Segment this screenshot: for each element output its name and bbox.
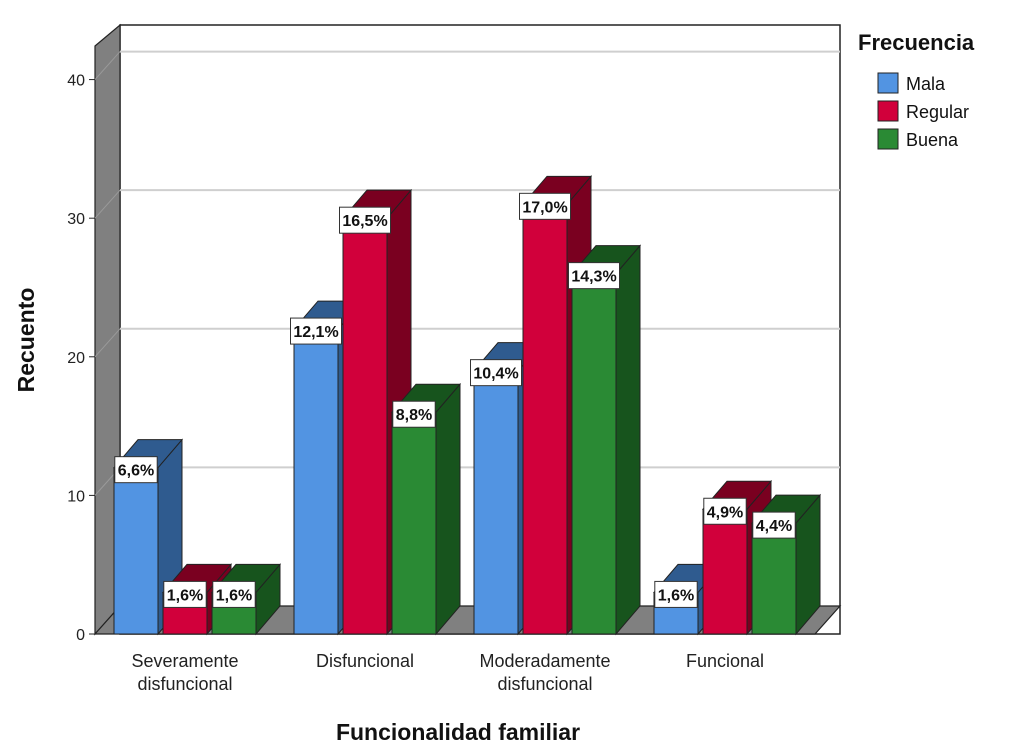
y-tick-label: 40 xyxy=(67,73,85,90)
bar-mala xyxy=(293,328,339,635)
data-label-box xyxy=(654,580,698,608)
data-label-box xyxy=(703,497,747,525)
x-category-label: Funcional xyxy=(686,651,764,671)
bar-buena xyxy=(391,411,437,635)
legend-label: Mala xyxy=(906,74,946,94)
data-label-box xyxy=(470,359,522,387)
data-label: 14,3% xyxy=(568,262,620,290)
data-label-box xyxy=(163,580,207,608)
data-label-text: 1,6% xyxy=(658,587,694,604)
legend-label: Regular xyxy=(906,102,969,122)
bar-mala xyxy=(113,467,159,635)
x-axis-categories: Severamente disfuncional Disfuncional Moder… xyxy=(131,651,764,694)
data-label: 4,4% xyxy=(752,511,796,539)
y-tick-label: 10 xyxy=(67,488,85,505)
bar-buena xyxy=(751,522,797,635)
data-label: 1,6% xyxy=(654,580,698,608)
data-label: 1,6% xyxy=(163,580,207,608)
x-axis-title: Funcionalidad familiar xyxy=(336,719,580,745)
legend-swatch-regular xyxy=(877,100,899,122)
data-label-text: 12,1% xyxy=(293,324,338,341)
gridline-wall xyxy=(94,51,121,80)
y-axis-ticks: 0 10 20 30 40 xyxy=(67,73,95,644)
data-label-box xyxy=(339,206,391,234)
bar-regular xyxy=(342,217,388,635)
data-label-text: 16,5% xyxy=(342,213,387,230)
bar-buena xyxy=(571,273,617,635)
legend-swatch-mala xyxy=(877,72,899,94)
data-label: 4,9% xyxy=(703,497,747,525)
bar-mala xyxy=(473,370,519,635)
data-label-box xyxy=(752,511,796,539)
data-label-text: 17,0% xyxy=(522,199,567,216)
data-label: 6,6% xyxy=(114,456,158,484)
x-category-label: disfuncional xyxy=(497,674,592,694)
data-label-text: 4,9% xyxy=(707,504,743,521)
bar-side xyxy=(615,244,641,636)
data-label-box xyxy=(114,456,158,484)
data-label-box xyxy=(290,317,342,345)
data-label-text: 10,4% xyxy=(473,366,518,383)
gridline-wall xyxy=(94,328,121,358)
legend-title: Frecuencia xyxy=(858,30,975,55)
data-label-box xyxy=(392,400,436,428)
data-label-text: 8,8% xyxy=(396,407,432,424)
legend-swatch-buena xyxy=(877,128,899,150)
x-category-label: Severamente xyxy=(131,651,238,671)
bar-regular xyxy=(702,508,748,635)
y-tick-label: 0 xyxy=(76,627,85,644)
x-category-label: Moderadamente xyxy=(479,651,610,671)
data-label-text: 1,6% xyxy=(167,587,203,604)
data-label: 12,1% xyxy=(290,317,342,345)
y-tick-label: 20 xyxy=(67,350,85,367)
x-category-label: Disfuncional xyxy=(316,651,414,671)
legend: Frecuencia Mala Regular Buena xyxy=(858,30,975,150)
bar-side xyxy=(435,382,461,636)
y-axis-title: Recuento xyxy=(13,288,39,393)
data-label-text: 6,6% xyxy=(118,463,154,480)
data-label: 8,8% xyxy=(392,400,436,428)
data-label: 16,5% xyxy=(339,206,391,234)
bar-regular xyxy=(522,203,568,635)
gridline-wall xyxy=(94,189,121,219)
data-label-text: 1,6% xyxy=(216,587,252,604)
data-label: 17,0% xyxy=(519,192,571,220)
legend-label: Buena xyxy=(906,130,959,150)
data-label-box xyxy=(568,262,620,290)
data-label: 10,4% xyxy=(470,359,522,387)
y-tick-label: 30 xyxy=(67,211,85,228)
data-labels: 6,6% 1,6% 1,6% 12,1% 16,5% 8,8% 10,4% 17,0% 14,3… xyxy=(114,192,796,608)
x-category-label: disfuncional xyxy=(137,674,232,694)
data-label-text: 14,3% xyxy=(571,269,616,286)
data-label-box xyxy=(212,580,256,608)
data-label-text: 4,4% xyxy=(756,518,792,535)
data-label: 1,6% xyxy=(212,580,256,608)
data-label-box xyxy=(519,192,571,220)
